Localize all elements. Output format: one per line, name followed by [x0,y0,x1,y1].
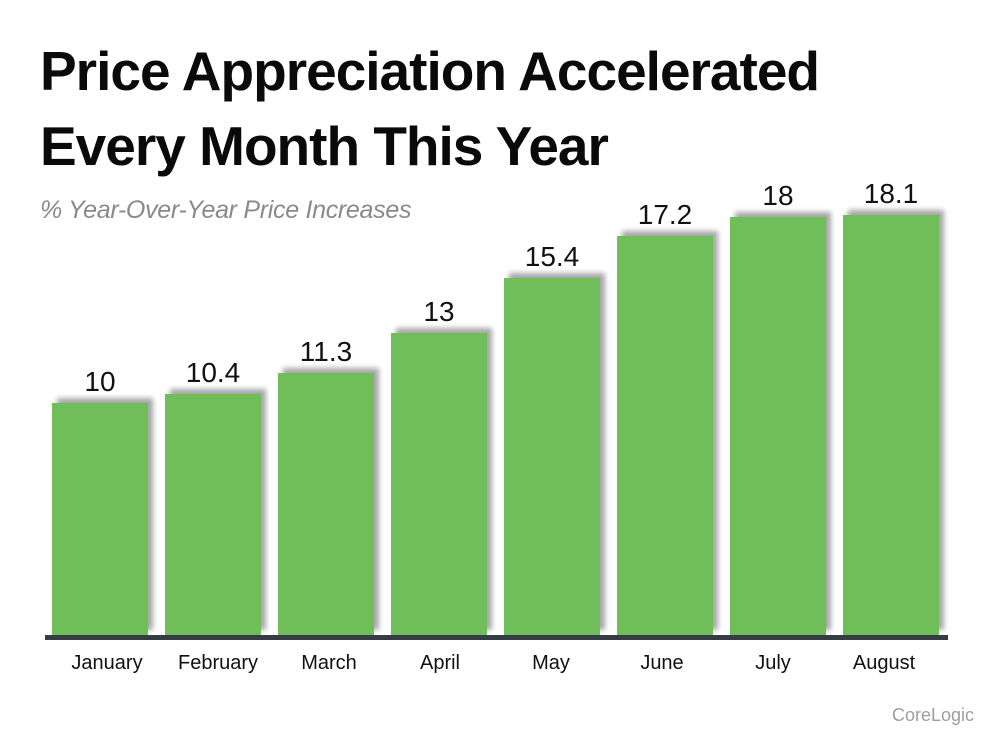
bar-value-label-june: 17.2 [637,199,693,231]
chart-subtitle: % Year-Over-Year Price Increases [40,196,412,224]
bar-march [278,373,374,635]
chart-title-line1: Price Appreciation Accelerated [40,40,820,102]
bar-column-august: 18.1 [843,0,939,635]
bar-april [391,333,487,635]
bar-july [730,217,826,635]
month-label-march: March [301,652,357,674]
month-label-july: July [755,652,791,674]
bar-may [504,278,600,635]
bar-value-label-july: 18 [762,180,794,212]
chart-title-line2: Every Month This Year [40,115,609,177]
x-axis-line [45,635,948,640]
bar-column-february: 10.4 [165,0,261,635]
bar-january [52,403,148,635]
bar-value-label-march: 11.3 [299,336,353,368]
month-label-january: January [71,652,143,674]
bar-column-may: 15.4 [504,0,600,635]
plot-area: 10 10.4 11.3 13 15.4 17.2 18 18.1 [52,0,939,635]
month-label-august: August [852,652,916,674]
bar-value-label-april: 13 [423,296,455,328]
bar-february [165,394,261,635]
bar-august [843,215,939,635]
bar-column-april: 13 [391,0,487,635]
bar-value-label-january: 10 [84,366,116,398]
bar-column-january: 10 [52,0,148,635]
bar-column-june: 17.2 [617,0,713,635]
chart-title: Price Appreciation Accelerated Every Mont… [40,34,820,184]
month-label-february: February [177,652,259,674]
bar-june [617,236,713,635]
month-label-june: June [640,652,684,674]
bar-value-label-february: 10.4 [185,357,241,389]
bar-value-label-may: 15.4 [524,241,580,273]
source-attribution: CoreLogic [891,705,974,725]
month-label-may: May [532,652,570,674]
bar-column-july: 18 [730,0,826,635]
bar-value-label-august: 18.1 [863,178,919,210]
x-axis-labels: January February March April May June July Augu… [52,652,939,675]
month-label-april: April [419,652,460,674]
bar-column-march: 11.3 [278,0,374,635]
